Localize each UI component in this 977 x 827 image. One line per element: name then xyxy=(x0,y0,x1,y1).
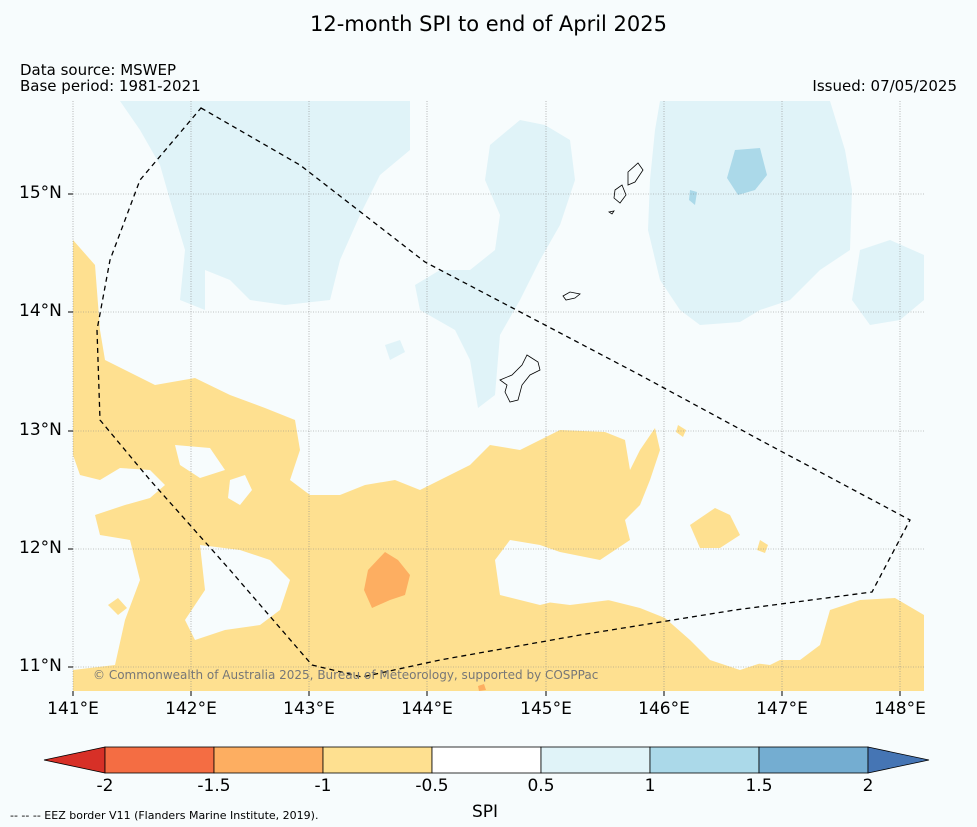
spi-region-dry-east xyxy=(690,508,740,548)
spi-region-moderately-dry xyxy=(364,552,410,608)
island-guam xyxy=(499,354,541,403)
spi-region-wet-northwest xyxy=(120,101,410,310)
colorbar-bin-7 xyxy=(758,746,869,774)
lon-label-142e: 142°E xyxy=(165,699,217,719)
spi-region-wet-northeast xyxy=(648,101,852,325)
colorbar-bin-5 xyxy=(540,746,651,774)
colorbar xyxy=(43,746,930,774)
spi-region-wet-small xyxy=(385,340,405,360)
colorbar-extend-high xyxy=(867,746,930,774)
spi-region-near-normal-5 xyxy=(740,640,790,665)
lon-label-145e: 145°E xyxy=(520,699,572,719)
data-source-label: Data source: MSWEP xyxy=(20,61,177,79)
lat-label-13n: 13°N xyxy=(19,420,62,440)
colorbar-tick-label: -0.5 xyxy=(415,776,449,796)
spi-region-near-normal-4 xyxy=(505,555,625,605)
spi-region-near-normal-3 xyxy=(175,445,225,478)
spi-region-dry-small-2 xyxy=(108,598,127,615)
spi-region-moderately-dry-dot xyxy=(478,684,486,691)
axis-ticks xyxy=(68,193,901,696)
colorbar-bin-1 xyxy=(104,746,215,774)
eez-border xyxy=(96,107,911,678)
island-rota xyxy=(562,291,581,301)
colorbar-bin-3 xyxy=(322,746,433,774)
graticule xyxy=(72,101,924,691)
colorbar-title: SPI xyxy=(471,802,499,822)
lat-label-14n: 14°N xyxy=(19,301,62,321)
colorbar-bin-2 xyxy=(213,746,324,774)
lat-label-11n: 11°N xyxy=(19,656,62,676)
eez-legend-note: -- -- -- EEZ border V11 (Flanders Marine… xyxy=(10,809,319,822)
colorbar-tick-label: -1.5 xyxy=(197,776,231,796)
colorbar-tick-label: 1.5 xyxy=(745,776,773,796)
spi-region-wet-east xyxy=(852,240,924,325)
island-aguijan xyxy=(607,210,615,215)
colorbar-bin-6 xyxy=(649,746,760,774)
lon-label-141e: 141°E xyxy=(47,699,99,719)
colorbar-tick-label: -1 xyxy=(314,776,332,796)
map-title: 12-month SPI to end of April 2025 xyxy=(309,12,668,36)
colorbar-tick-label: -2 xyxy=(96,776,114,796)
spi-region-dry-small-1 xyxy=(757,540,768,553)
colorbar-tick-label: 2 xyxy=(862,776,874,796)
island-tinian xyxy=(613,184,627,204)
lon-label-148e: 148°E xyxy=(874,699,926,719)
lon-label-144e: 144°E xyxy=(401,699,453,719)
colorbar-tick-label: 0.5 xyxy=(527,776,555,796)
islands xyxy=(499,162,644,403)
island-saipan xyxy=(627,162,644,186)
colorbar-tick-label: 1 xyxy=(644,776,656,796)
spi-shading xyxy=(73,101,924,691)
issued-date-label: Issued: 07/05/2025 xyxy=(812,77,957,95)
base-period-label: Base period: 1981-2021 xyxy=(20,77,201,95)
spi-region-mid-wet-blob xyxy=(727,148,767,195)
copyright-notice: © Commonwealth of Australia 2025, Bureau… xyxy=(93,668,599,682)
spi-region-near-normal-2 xyxy=(228,475,252,505)
spi-region-near-normal-1 xyxy=(185,545,290,640)
colorbar-bin-4 xyxy=(431,746,542,774)
lon-label-146e: 146°E xyxy=(638,699,690,719)
colorbar-extend-low xyxy=(43,746,106,774)
spi-region-wet-north-center xyxy=(415,120,575,408)
lon-label-143e: 143°E xyxy=(283,699,335,719)
lat-label-12n: 12°N xyxy=(19,538,62,558)
lon-label-147e: 147°E xyxy=(756,699,808,719)
lat-label-15n: 15°N xyxy=(19,183,62,203)
